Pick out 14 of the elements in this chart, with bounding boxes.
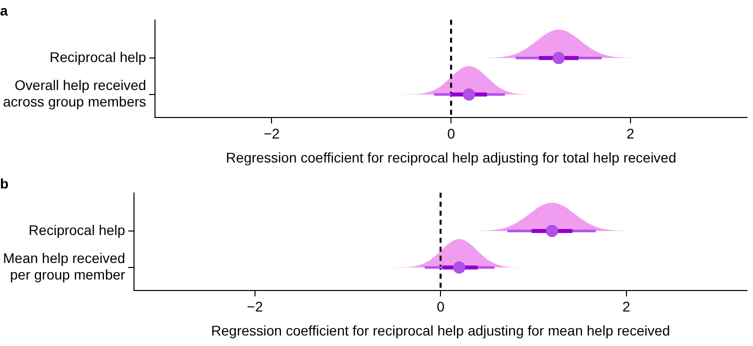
y-tick-label: Overall help received across group members	[2, 76, 146, 110]
x-axis-title: Regression coefficient for reciprocal help adjusting for mean help received	[211, 322, 670, 338]
y-tick-label: Mean help received per group member	[3, 250, 126, 283]
x-tick-label: 0	[436, 298, 445, 315]
x-tick-label: −2	[246, 298, 264, 315]
text: b	[0, 175, 9, 192]
x-tick-label: 2	[622, 298, 630, 315]
x-tick-label: 2	[626, 126, 635, 142]
x-axis-title: Regression coefficient for reciprocal help adjusting for total help received	[226, 149, 676, 166]
y-tick-label: Reciprocal help	[50, 48, 146, 65]
text: a	[0, 2, 8, 18]
x-tick-label: 0	[447, 126, 456, 142]
x-tick-label: −2	[264, 126, 280, 142]
y-tick-label: Reciprocal help	[28, 222, 126, 238]
